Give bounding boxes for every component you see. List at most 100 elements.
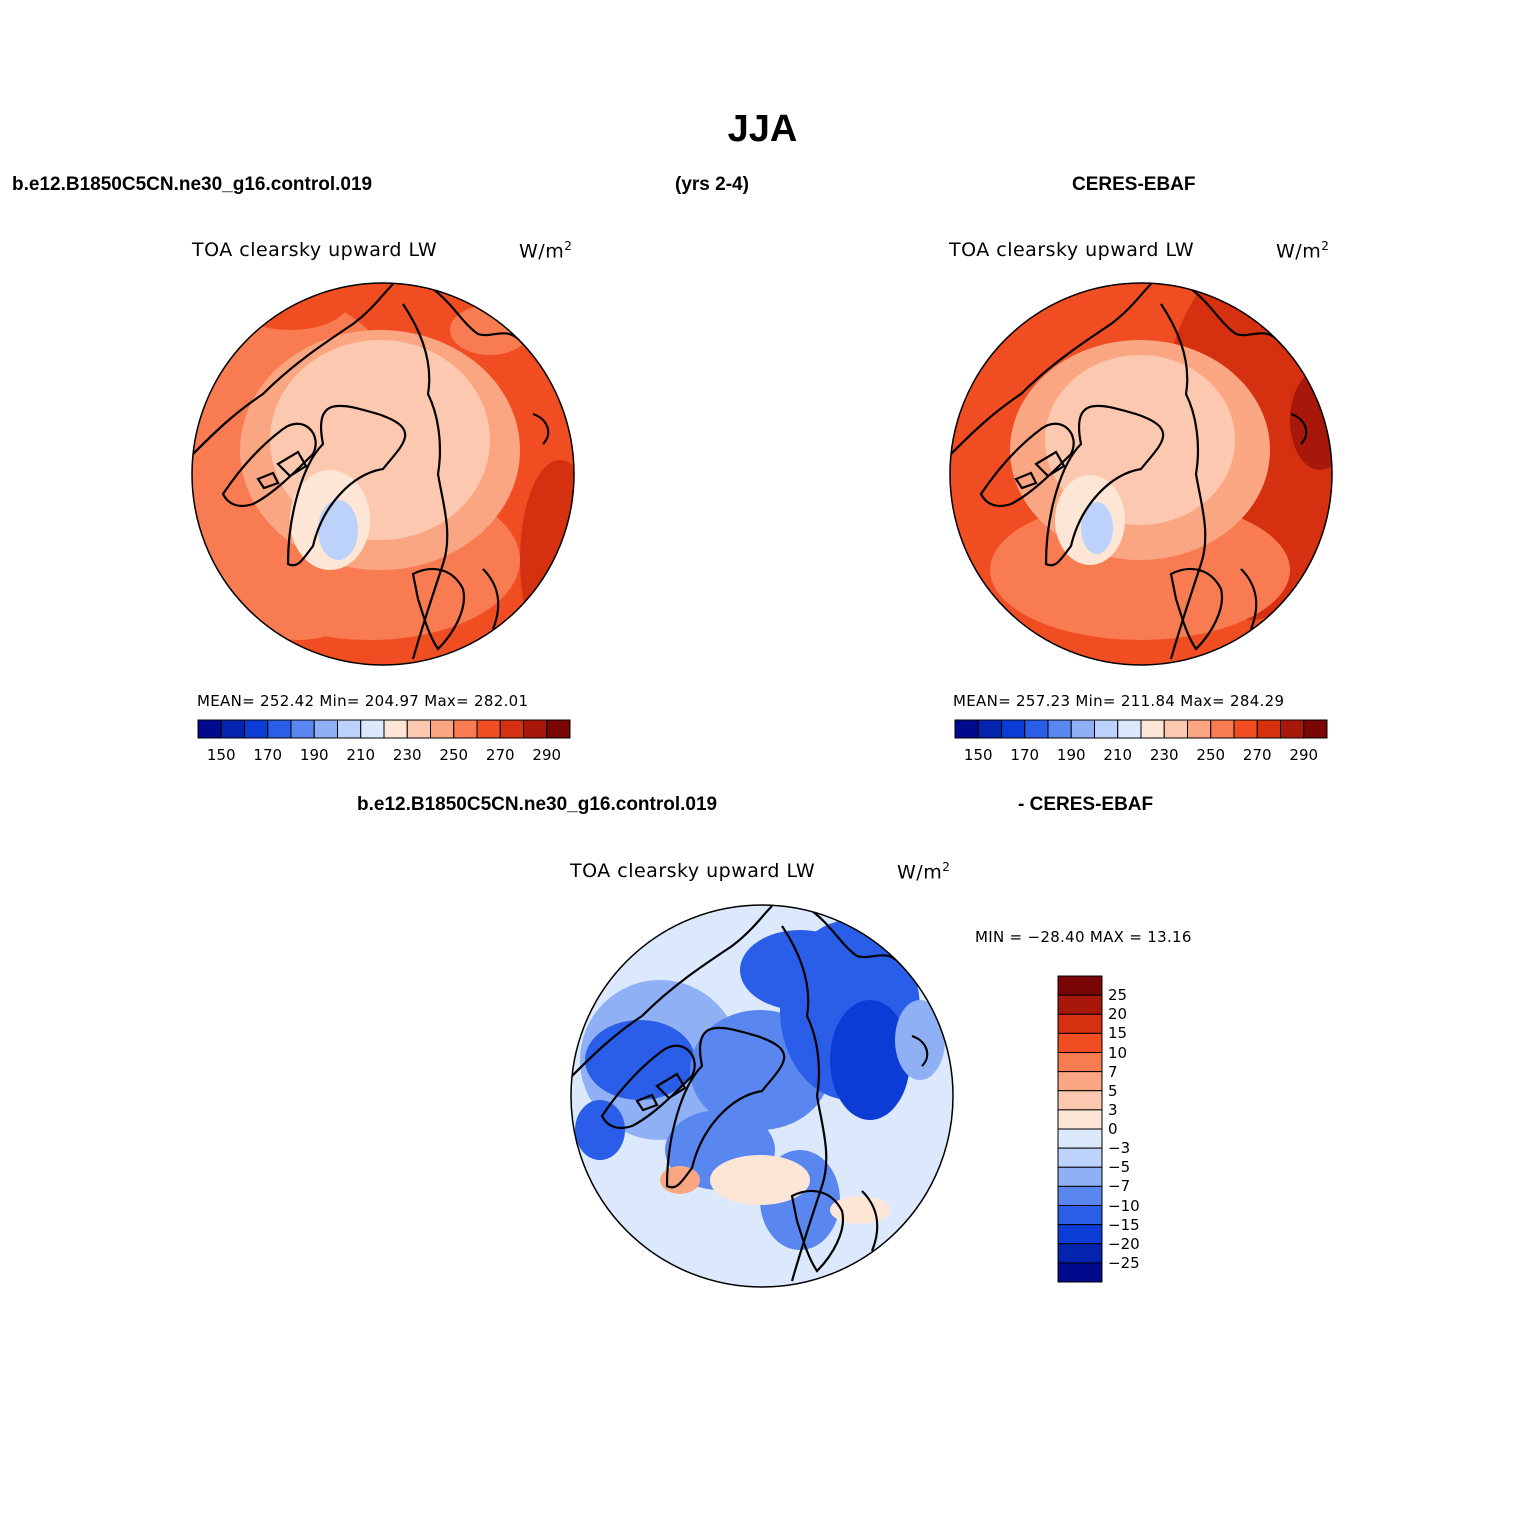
diff-swatch-8 xyxy=(1057,1128,1103,1149)
model-swatch-3 xyxy=(267,719,292,739)
diff-tick-label: −10 xyxy=(1108,1196,1140,1215)
obs-tick-label: 210 xyxy=(1103,746,1133,764)
model-tick-label: 170 xyxy=(253,746,283,764)
obs-swatch-8 xyxy=(1140,719,1165,739)
model-swatch-5 xyxy=(313,719,338,739)
diff-swatch-7 xyxy=(1057,1109,1103,1130)
obs-swatch-14 xyxy=(1280,719,1305,739)
model-swatch-12 xyxy=(476,719,501,739)
diff-panel-variable: TOA clearsky upward LW xyxy=(570,860,816,882)
model-swatch-14 xyxy=(523,719,548,739)
obs-swatch-7 xyxy=(1117,719,1142,739)
obs-colorbar xyxy=(954,719,1328,739)
diff-panel-units: W/m2 xyxy=(897,860,951,884)
obs-swatch-4 xyxy=(1047,719,1072,739)
obs-swatch-11 xyxy=(1210,719,1235,739)
diff-tick-label: 10 xyxy=(1108,1043,1128,1062)
obs-swatch-15 xyxy=(1303,719,1328,739)
diff-swatch-6 xyxy=(1057,1090,1103,1111)
diff-swatch-5 xyxy=(1057,1071,1103,1092)
diff-tick-label: 5 xyxy=(1108,1081,1118,1100)
obs-map-border xyxy=(949,282,1333,666)
obs-tick-label: 150 xyxy=(963,746,993,764)
obs-panel-units: W/m2 xyxy=(1276,239,1330,263)
model-swatch-2 xyxy=(244,719,269,739)
model-colorbar xyxy=(197,719,571,739)
diff-swatch-11 xyxy=(1057,1185,1103,1206)
obs-swatch-1 xyxy=(977,719,1002,739)
obs-swatch-0 xyxy=(954,719,979,739)
obs-swatch-9 xyxy=(1163,719,1188,739)
model-tick-label: 250 xyxy=(439,746,469,764)
diff-map-border xyxy=(570,904,954,1288)
obs-tick-label: 290 xyxy=(1289,746,1319,764)
obs-tick-label: 170 xyxy=(1010,746,1040,764)
obs-tick-label: 250 xyxy=(1196,746,1226,764)
diff-tick-label: 7 xyxy=(1108,1062,1118,1081)
diff-tick-label: −7 xyxy=(1108,1177,1131,1196)
diff-obs-name-header: - CERES-EBAF xyxy=(1018,794,1154,815)
diff-tick-label: −5 xyxy=(1108,1158,1131,1177)
diff-swatch-4 xyxy=(1057,1052,1103,1073)
diff-map xyxy=(571,905,953,1287)
diff-swatch-9 xyxy=(1057,1147,1103,1168)
model-swatch-1 xyxy=(220,719,245,739)
model-swatch-11 xyxy=(453,719,478,739)
model-tick-label: 290 xyxy=(532,746,562,764)
diff-swatch-12 xyxy=(1057,1205,1103,1226)
model-tick-label: 150 xyxy=(206,746,236,764)
obs-swatch-2 xyxy=(1001,719,1026,739)
diff-case-name-header: b.e12.B1850C5CN.ne30_g16.control.019 xyxy=(357,794,718,815)
diff-tick-label: 0 xyxy=(1108,1120,1118,1138)
model-tick-label: 230 xyxy=(392,746,422,764)
diff-tick-label: 15 xyxy=(1108,1024,1128,1043)
model-swatch-13 xyxy=(499,719,524,739)
obs-swatch-13 xyxy=(1256,719,1281,739)
model-tick-label: 270 xyxy=(485,746,515,764)
figure-title: JJA xyxy=(727,108,798,150)
model-stats: MEAN= 252.42 Min= 204.97 Max= 282.01 xyxy=(197,692,529,710)
diff-swatch-15 xyxy=(1057,1262,1103,1283)
diff-tick-label: 25 xyxy=(1108,986,1128,1005)
obs-swatch-10 xyxy=(1187,719,1212,739)
years-header: (yrs 2-4) xyxy=(675,174,749,195)
model-swatch-8 xyxy=(383,719,408,739)
obs-tick-label: 190 xyxy=(1056,746,1086,764)
model-swatch-6 xyxy=(337,719,362,739)
obs-swatch-3 xyxy=(1024,719,1049,739)
model-map xyxy=(192,283,574,665)
diff-stats: MIN = −28.40 MAX = 13.16 xyxy=(975,928,1192,946)
obs-map xyxy=(950,283,1332,665)
obs-stats: MEAN= 257.23 Min= 211.84 Max= 284.29 xyxy=(953,692,1285,710)
case-name-header: b.e12.B1850C5CN.ne30_g16.control.019 xyxy=(12,174,373,195)
model-swatch-9 xyxy=(406,719,431,739)
model-swatch-7 xyxy=(360,719,385,739)
obs-swatch-12 xyxy=(1233,719,1258,739)
diff-tick-label: −15 xyxy=(1108,1215,1140,1234)
diff-tick-label: −3 xyxy=(1108,1139,1131,1158)
model-swatch-4 xyxy=(290,719,315,739)
model-panel-units: W/m2 xyxy=(519,239,573,263)
obs-tick-label: 270 xyxy=(1242,746,1272,764)
model-panel-variable: TOA clearsky upward LW xyxy=(192,239,438,261)
model-swatch-15 xyxy=(546,719,571,739)
diff-swatch-13 xyxy=(1057,1224,1103,1245)
diff-swatch-10 xyxy=(1057,1166,1103,1187)
model-swatch-0 xyxy=(197,719,222,739)
diff-tick-label: −20 xyxy=(1108,1234,1140,1253)
diff-tick-label: −25 xyxy=(1108,1253,1140,1272)
obs-panel-variable: TOA clearsky upward LW xyxy=(949,239,1195,261)
diff-swatch-0 xyxy=(1057,975,1103,996)
diff-swatch-2 xyxy=(1057,1013,1103,1034)
model-tick-label: 190 xyxy=(299,746,329,764)
model-swatch-10 xyxy=(430,719,455,739)
obs-name-header: CERES-EBAF xyxy=(1072,174,1196,195)
diff-tick-label: 20 xyxy=(1108,1005,1128,1024)
diff-colorbar xyxy=(1057,975,1103,1283)
diff-swatch-3 xyxy=(1057,1032,1103,1053)
model-map-border xyxy=(191,282,575,666)
obs-swatch-5 xyxy=(1070,719,1095,739)
model-tick-label: 210 xyxy=(346,746,376,764)
obs-tick-label: 230 xyxy=(1149,746,1179,764)
